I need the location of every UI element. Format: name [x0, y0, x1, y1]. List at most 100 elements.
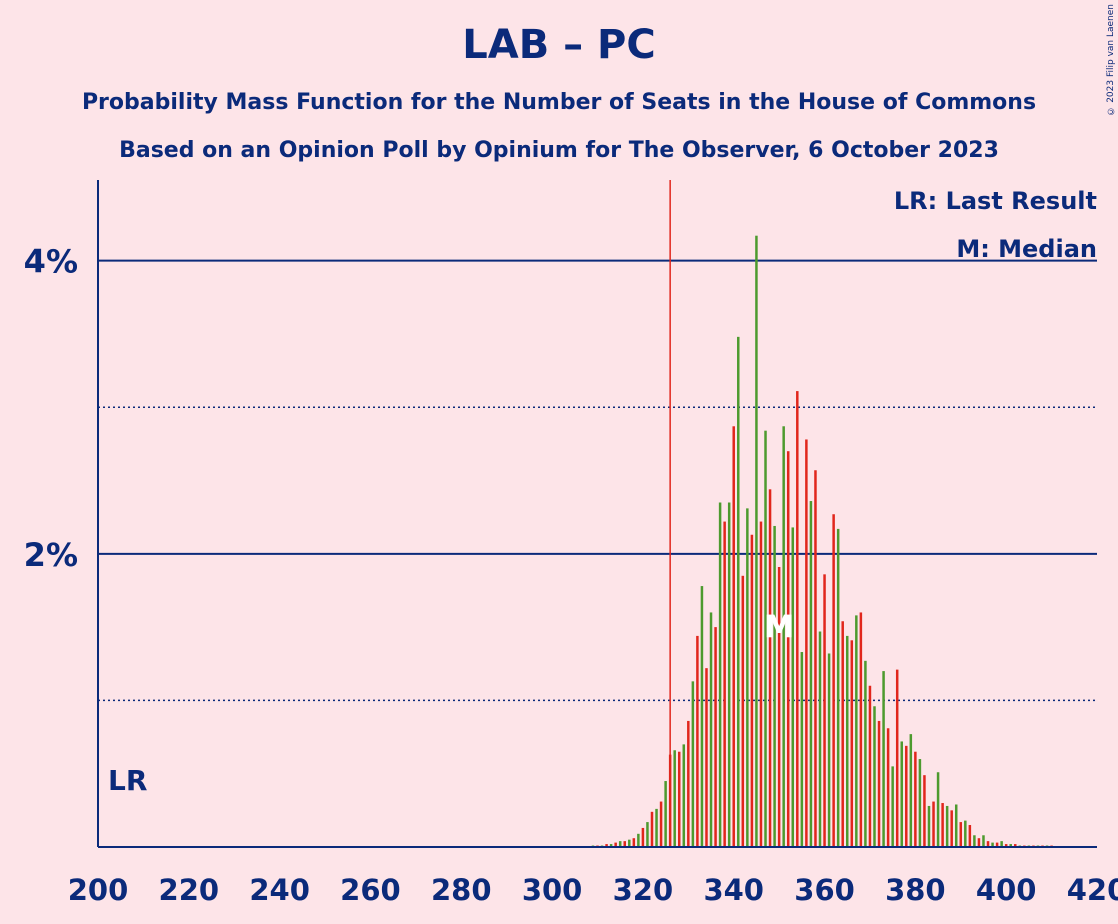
seat-bar — [973, 835, 976, 847]
seat-bar — [877, 720, 881, 847]
seat-bar — [637, 833, 640, 847]
seat-bar — [1009, 844, 1012, 847]
seat-bar — [859, 612, 863, 847]
seat-bar — [759, 521, 763, 847]
seat-bar — [664, 781, 667, 847]
seat-bar — [864, 660, 867, 847]
last-result-label: LR — [108, 764, 147, 797]
seat-bar — [732, 426, 735, 847]
seat-bar — [945, 805, 949, 847]
x-tick-label: 360 — [794, 873, 855, 907]
seat-bar — [900, 741, 903, 847]
seat-bar — [991, 842, 994, 847]
seat-bar — [827, 653, 831, 847]
seat-bar — [800, 652, 804, 847]
seat-bar — [918, 759, 922, 847]
seat-bar — [1000, 841, 1003, 847]
seat-bar — [773, 525, 776, 847]
seat-bar — [737, 336, 740, 847]
seat-bar — [873, 706, 876, 847]
seat-bar — [923, 775, 926, 847]
seat-bar — [950, 810, 953, 847]
seat-bar — [941, 803, 944, 847]
chart-title: LAB – PC — [462, 22, 656, 68]
seat-bar — [687, 720, 690, 847]
seat-bar — [882, 671, 885, 847]
x-tick-label: 300 — [522, 873, 583, 907]
seat-bar — [836, 528, 840, 847]
seat-bar — [750, 534, 754, 847]
seat-bar — [891, 766, 894, 847]
seat-bar — [682, 744, 686, 847]
seat-bar — [914, 751, 917, 847]
seat-bar — [755, 235, 758, 847]
legend-last-result: LR: Last Result — [894, 187, 1097, 215]
seat-bar — [905, 745, 908, 847]
seat-bar — [1014, 844, 1017, 847]
seat-bar — [954, 804, 958, 847]
seat-bar — [927, 805, 931, 847]
seat-bar — [782, 426, 785, 847]
seat-bar — [628, 839, 631, 847]
seat-bar — [823, 574, 826, 847]
seat-bar — [618, 841, 622, 847]
chart-subtitle: Probability Mass Function for the Number… — [81, 90, 1037, 115]
seat-bar — [673, 750, 676, 847]
y-tick-label: 2% — [24, 536, 78, 574]
seat-bar — [982, 835, 985, 847]
seat-bar — [995, 842, 999, 847]
seat-bar — [805, 439, 808, 847]
seat-bar — [655, 808, 658, 847]
seat-bar — [909, 734, 913, 847]
seat-bar — [814, 470, 817, 847]
seat-bar — [614, 842, 617, 847]
seat-bar — [791, 527, 795, 847]
x-tick-label: 280 — [431, 873, 492, 907]
seat-bar — [968, 825, 972, 847]
seat-bar — [691, 681, 695, 847]
x-tick-label: 220 — [159, 873, 220, 907]
chart-source-line: Based on an Opinion Poll by Opinium for … — [119, 138, 999, 163]
seat-bar — [936, 772, 940, 847]
seat-bar — [696, 635, 699, 847]
seat-bar — [850, 640, 854, 847]
seat-bar — [895, 669, 899, 847]
seat-bar — [932, 801, 935, 847]
seat-bar — [705, 668, 708, 847]
seat-bar — [718, 502, 722, 847]
seat-bar — [1004, 844, 1008, 847]
seat-bar — [818, 631, 822, 847]
seat-bar — [609, 844, 613, 847]
seat-bar — [650, 811, 654, 847]
x-tick-label: 260 — [340, 873, 401, 907]
seat-bar — [641, 827, 645, 847]
grid-lines — [98, 259, 1097, 702]
x-tick-label: 420 — [1067, 873, 1118, 907]
x-tick-label: 240 — [249, 873, 310, 907]
seat-bar — [714, 627, 717, 847]
median-marker: M — [764, 610, 794, 645]
seat-bar — [677, 751, 681, 847]
seat-bar — [646, 822, 649, 847]
seat-bar — [868, 685, 872, 847]
x-tick-label: 340 — [703, 873, 764, 907]
seat-bar — [796, 391, 799, 847]
seat-bar — [777, 567, 781, 847]
seat-bar — [700, 586, 704, 847]
seat-bar — [846, 635, 849, 847]
seat-bar — [832, 514, 835, 847]
legend-median: M: Median — [956, 235, 1097, 263]
x-tick-label: 320 — [613, 873, 674, 907]
seat-bar — [659, 801, 663, 847]
seat-bar — [977, 838, 981, 847]
seat-bar — [746, 508, 749, 847]
seat-bar — [632, 838, 636, 847]
x-tick-label: 400 — [976, 873, 1037, 907]
seat-bar — [723, 521, 726, 847]
seat-bar — [623, 841, 626, 847]
axes — [97, 180, 1097, 848]
seat-bar — [855, 615, 858, 847]
seat-bar — [841, 621, 844, 847]
x-tick-label: 380 — [885, 873, 946, 907]
